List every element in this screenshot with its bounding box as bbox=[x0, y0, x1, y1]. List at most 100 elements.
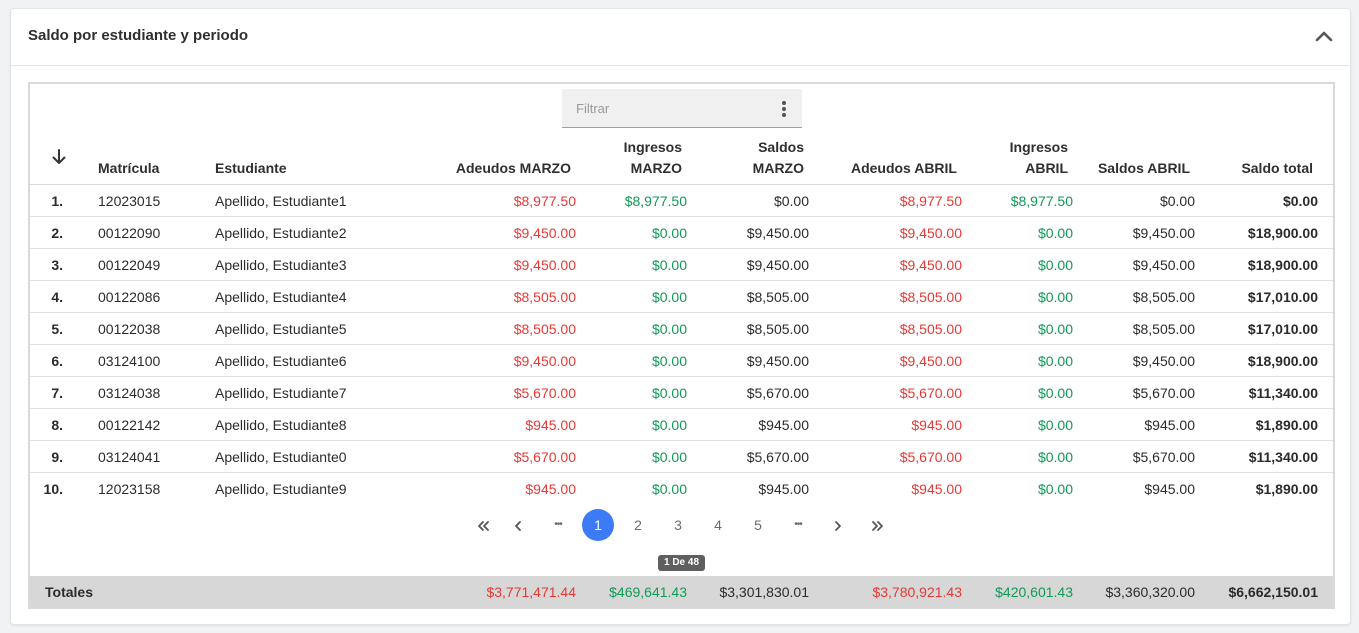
cell-saldos-marzo: $8,505.00 bbox=[746, 289, 809, 305]
cell-matricula: 00122049 bbox=[98, 257, 161, 273]
page-button-1[interactable]: 1 bbox=[582, 509, 614, 541]
cell-saldo-total: $0.00 bbox=[1282, 193, 1318, 209]
table-row[interactable]: 2. 00122090 Apellido, Estudiante2 $9,450… bbox=[30, 217, 1333, 249]
cell-adeudos-marzo: $5,670.00 bbox=[513, 385, 576, 401]
cell-saldos-abril: $9,450.00 bbox=[1132, 257, 1195, 273]
cell-saldo-total: $1,890.00 bbox=[1255, 481, 1318, 497]
cell-ingresos-abril: $0.00 bbox=[1037, 385, 1073, 401]
cell-adeudos-abril: $8,505.00 bbox=[899, 321, 962, 337]
cell-saldo-total: $11,340.00 bbox=[1248, 385, 1318, 401]
header-saldos-abril[interactable]: Saldos ABRIL bbox=[1097, 160, 1190, 176]
last-page-icon[interactable] bbox=[862, 509, 894, 541]
cell-saldos-abril: $8,505.00 bbox=[1132, 321, 1195, 337]
cell-estudiante: Apellido, Estudiante1 bbox=[215, 193, 347, 209]
header-adeudos-marzo[interactable]: Adeudos MARZO bbox=[455, 160, 571, 176]
cell-ingresos-marzo: $0.00 bbox=[651, 289, 687, 305]
cell-saldos-abril: $945.00 bbox=[1144, 481, 1195, 497]
cell-estudiante: Apellido, Estudiante2 bbox=[215, 225, 347, 241]
total-ingresos-abril: $420,601.43 bbox=[995, 584, 1073, 600]
table-row[interactable]: 7. 03124038 Apellido, Estudiante7 $5,670… bbox=[30, 377, 1333, 409]
table-header: Matrícula Estudiante Adeudos MARZO Ingre… bbox=[30, 137, 1333, 185]
header-ingresos-abril[interactable]: Ingresos ABRIL bbox=[1010, 137, 1068, 179]
arrow-down-icon[interactable] bbox=[50, 148, 68, 166]
header-estudiante[interactable]: Estudiante bbox=[215, 160, 287, 176]
cell-saldo-total: $11,340.00 bbox=[1248, 449, 1318, 465]
first-page-icon[interactable] bbox=[467, 509, 499, 541]
table-row[interactable]: 10. 12023158 Apellido, Estudiante9 $945.… bbox=[30, 473, 1333, 505]
cell-ingresos-abril: $0.00 bbox=[1037, 289, 1073, 305]
table-row[interactable]: 4. 00122086 Apellido, Estudiante4 $8,505… bbox=[30, 281, 1333, 313]
cell-ingresos-abril: $8,977.50 bbox=[1010, 193, 1073, 209]
chevron-up-icon[interactable] bbox=[1312, 25, 1336, 49]
row-number: 8. bbox=[51, 417, 63, 433]
cell-ingresos-marzo: $0.00 bbox=[651, 481, 687, 497]
page-button-5[interactable]: 5 bbox=[754, 517, 762, 533]
page-button-4[interactable]: 4 bbox=[714, 517, 722, 533]
cell-matricula: 00122090 bbox=[98, 225, 161, 241]
table-row[interactable]: 6. 03124100 Apellido, Estudiante6 $9,450… bbox=[30, 345, 1333, 377]
prev-page-icon[interactable] bbox=[502, 509, 534, 541]
cell-saldo-total: $18,900.00 bbox=[1247, 353, 1318, 369]
cell-estudiante: Apellido, Estudiante9 bbox=[215, 481, 347, 497]
table-row[interactable]: 3. 00122049 Apellido, Estudiante3 $9,450… bbox=[30, 249, 1333, 281]
total-ingresos-marzo: $469,641.43 bbox=[609, 584, 687, 600]
cell-adeudos-abril: $9,450.00 bbox=[899, 353, 962, 369]
page-button-3[interactable]: 3 bbox=[674, 517, 682, 533]
cell-ingresos-abril: $0.00 bbox=[1037, 353, 1073, 369]
row-number: 7. bbox=[51, 385, 63, 401]
cell-adeudos-abril: $945.00 bbox=[911, 417, 962, 433]
header-ingresos-marzo[interactable]: Ingresos MARZO bbox=[624, 137, 682, 179]
cell-adeudos-marzo: $8,505.00 bbox=[513, 321, 576, 337]
cell-saldo-total: $18,900.00 bbox=[1247, 257, 1318, 273]
kebab-menu-icon[interactable] bbox=[780, 100, 788, 118]
header-saldos-marzo-line2: MARZO bbox=[752, 160, 804, 176]
cell-saldo-total: $17,010.00 bbox=[1247, 289, 1318, 305]
header-saldos-marzo-line1: Saldos bbox=[758, 139, 804, 155]
cell-saldos-marzo: $5,670.00 bbox=[746, 385, 809, 401]
page-button-2[interactable]: 2 bbox=[634, 517, 642, 533]
row-number: 5. bbox=[51, 321, 63, 337]
cell-adeudos-marzo: $5,670.00 bbox=[513, 449, 576, 465]
header-saldo-total[interactable]: Saldo total bbox=[1241, 160, 1313, 176]
filter-field[interactable] bbox=[562, 89, 802, 128]
cell-saldos-abril: $9,450.00 bbox=[1132, 353, 1195, 369]
cell-adeudos-abril: $5,670.00 bbox=[899, 385, 962, 401]
cell-saldos-abril: $0.00 bbox=[1159, 193, 1195, 209]
cell-saldos-abril: $8,505.00 bbox=[1132, 289, 1195, 305]
header-ingresos-abril-line1: Ingresos bbox=[1009, 139, 1068, 155]
cell-ingresos-abril: $0.00 bbox=[1037, 417, 1073, 433]
cell-ingresos-marzo: $0.00 bbox=[651, 449, 687, 465]
header-adeudos-abril[interactable]: Adeudos ABRIL bbox=[850, 160, 957, 176]
cell-matricula: 00122086 bbox=[98, 289, 161, 305]
card-header: Saldo por estudiante y periodo bbox=[11, 9, 1350, 66]
cell-ingresos-marzo: $0.00 bbox=[651, 321, 687, 337]
next-page-icon[interactable] bbox=[822, 509, 854, 541]
table-row[interactable]: 9. 03124041 Apellido, Estudiante0 $5,670… bbox=[30, 441, 1333, 473]
pagination-ellipsis-left[interactable]: ••• bbox=[554, 519, 563, 530]
table-row[interactable]: 8. 00122142 Apellido, Estudiante8 $945.0… bbox=[30, 409, 1333, 441]
cell-saldos-marzo: $945.00 bbox=[758, 417, 809, 433]
cell-estudiante: Apellido, Estudiante6 bbox=[215, 353, 347, 369]
cell-estudiante: Apellido, Estudiante5 bbox=[215, 321, 347, 337]
header-ingresos-marzo-line1: Ingresos bbox=[623, 139, 682, 155]
balance-card: Saldo por estudiante y periodo Matrícula… bbox=[10, 8, 1351, 625]
cell-estudiante: Apellido, Estudiante7 bbox=[215, 385, 347, 401]
row-number: 1. bbox=[51, 193, 63, 209]
cell-adeudos-marzo: $9,450.00 bbox=[513, 257, 576, 273]
card-title: Saldo por estudiante y periodo bbox=[28, 27, 249, 44]
header-matricula[interactable]: Matrícula bbox=[98, 160, 160, 176]
total-saldo-total: $6,662,150.01 bbox=[1228, 584, 1318, 600]
filter-input[interactable] bbox=[574, 100, 768, 117]
header-saldos-marzo[interactable]: Saldos MARZO bbox=[753, 137, 804, 179]
cell-ingresos-marzo: $0.00 bbox=[651, 417, 687, 433]
total-saldos-abril: $3,360,320.00 bbox=[1105, 584, 1195, 600]
pagination-ellipsis-right[interactable]: ••• bbox=[794, 519, 803, 530]
cell-adeudos-marzo: $945.00 bbox=[525, 417, 576, 433]
cell-adeudos-abril: $8,977.50 bbox=[899, 193, 962, 209]
cell-matricula: 12023015 bbox=[98, 193, 161, 209]
cell-ingresos-abril: $0.00 bbox=[1037, 257, 1073, 273]
table-row[interactable]: 1. 12023015 Apellido, Estudiante1 $8,977… bbox=[30, 185, 1333, 217]
cell-ingresos-abril: $0.00 bbox=[1037, 481, 1073, 497]
table-row[interactable]: 5. 00122038 Apellido, Estudiante5 $8,505… bbox=[30, 313, 1333, 345]
cell-matricula: 12023158 bbox=[98, 481, 161, 497]
